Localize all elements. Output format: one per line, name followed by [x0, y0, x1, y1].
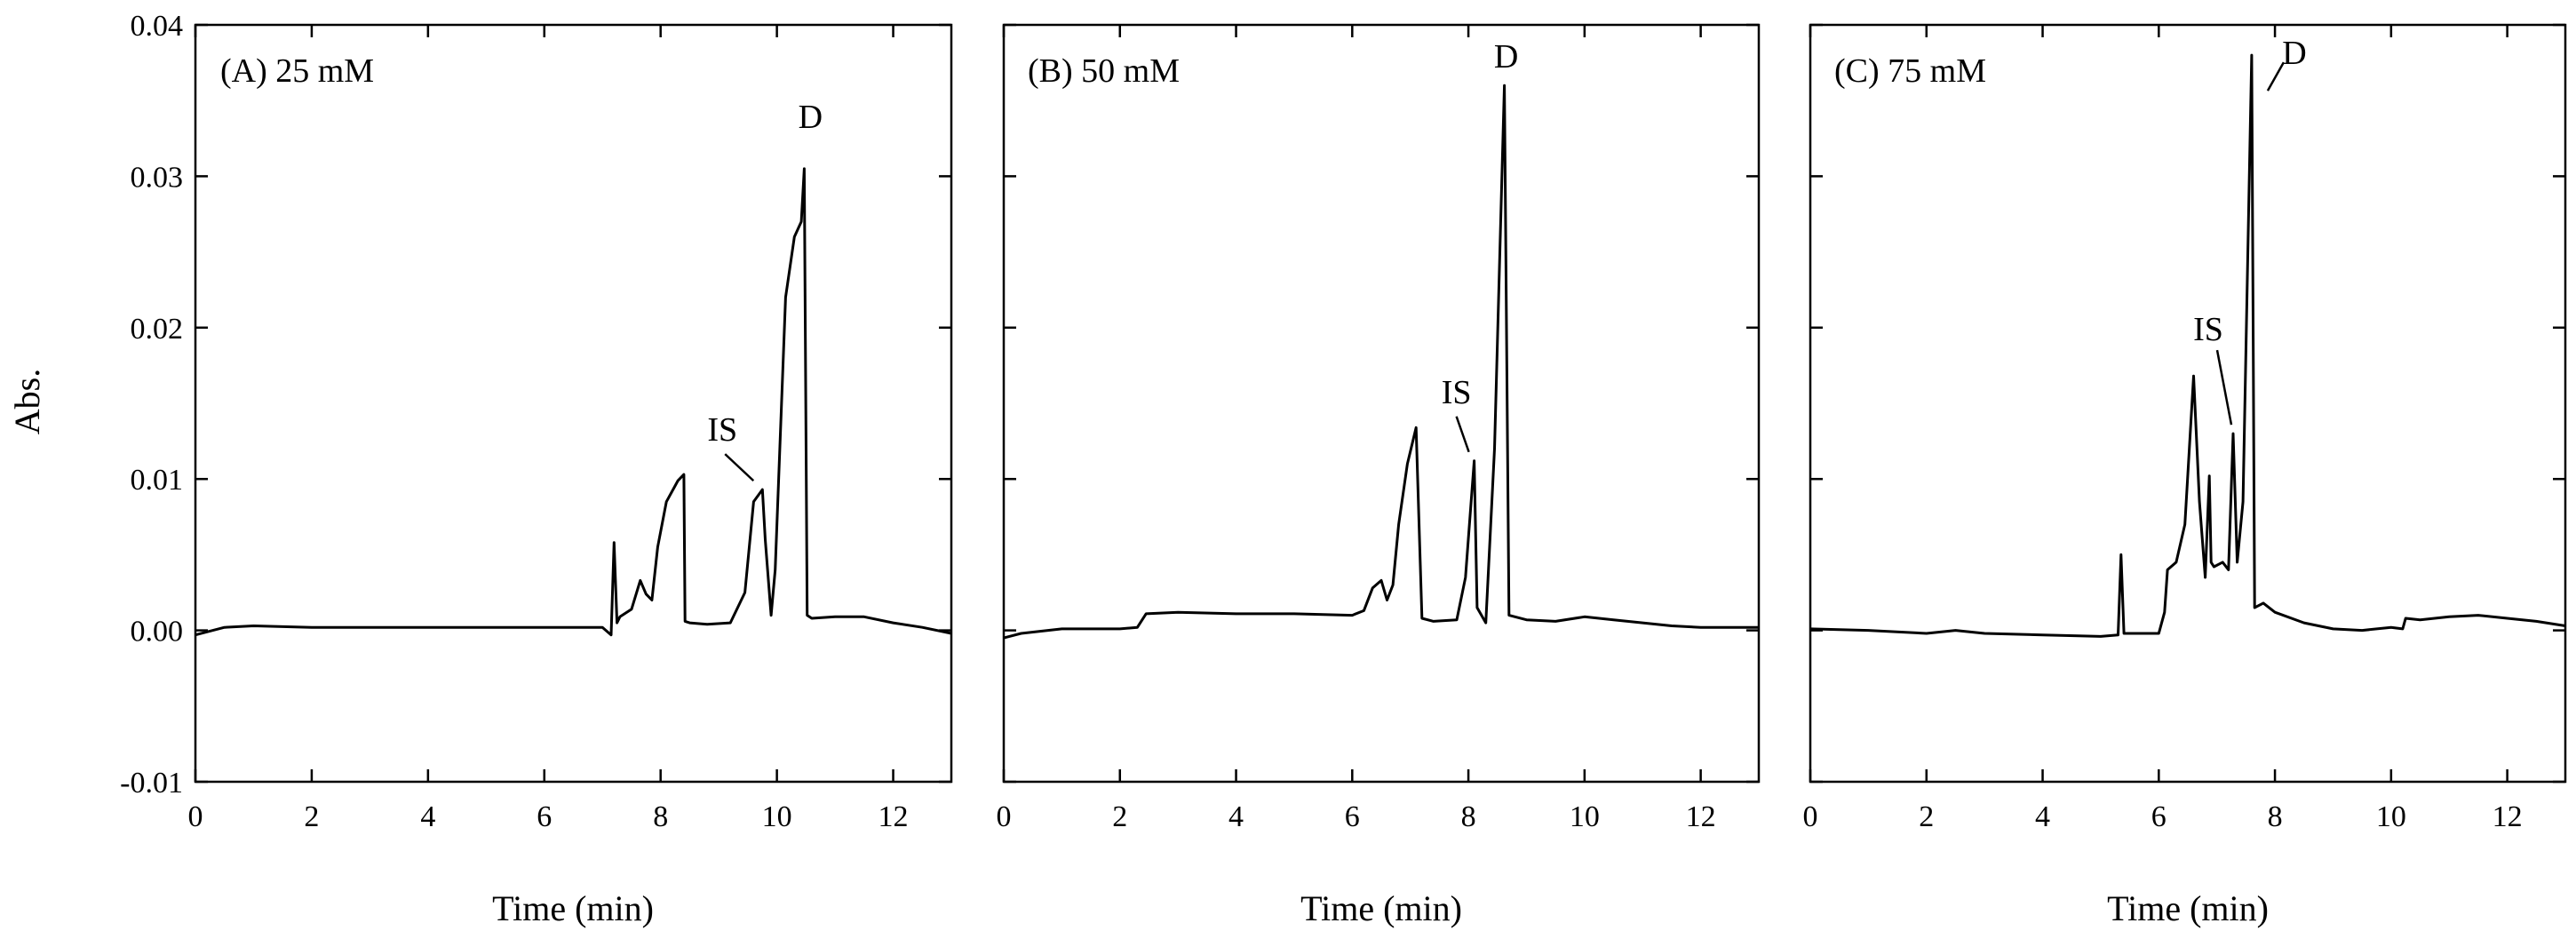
- peak-label-d: D: [799, 99, 823, 136]
- x-tick-label: 12: [1686, 800, 1716, 833]
- panel-a: (A) 25 mM Time (min) -0.01 0.00 0.01 0.02 0.…: [120, 10, 953, 928]
- x-tick-label: 2: [1919, 800, 1934, 833]
- y-tick-label: 0.01: [131, 464, 184, 497]
- x-tick-label: 0: [1803, 800, 1818, 833]
- peak-label-is: IS: [2193, 311, 2223, 348]
- x-tick-label: 2: [1112, 800, 1127, 833]
- panel-label: (B) 50 mM: [1028, 52, 1180, 90]
- peak-label-d: D: [1494, 38, 1518, 76]
- chromatogram-trace: [1003, 84, 1759, 640]
- x-tick-label: 6: [2151, 800, 2167, 833]
- peak-leader-line: [1455, 416, 1470, 453]
- peak-label-is: IS: [1442, 374, 1472, 411]
- y-tick-label: -0.01: [120, 767, 183, 800]
- panel-c: (C) 75 mM Time (min) 0 2 4 6 8 10 12 IS D: [1803, 23, 2567, 928]
- x-tick-label: 10: [2376, 800, 2406, 833]
- x-tick-label: 0: [997, 800, 1012, 833]
- x-tick-label: 4: [2035, 800, 2050, 833]
- y-axis-title: Abs.: [7, 369, 47, 434]
- x-tick-label: 8: [2268, 800, 2283, 833]
- x-tick-label: 12: [2493, 800, 2523, 833]
- panel-b: (B) 50 mM Time (min) 0 2 4 6 8 10 12 IS D: [997, 23, 1761, 928]
- x-tick-label: 8: [1461, 800, 1476, 833]
- panel-label: (A) 25 mM: [220, 52, 374, 90]
- chromatogram-trace: [195, 167, 952, 637]
- x-axis-title: Time (min): [492, 888, 654, 928]
- x-tick-label: 0: [188, 800, 203, 833]
- x-tick-label: 8: [653, 800, 668, 833]
- plot-frame: [1809, 23, 2567, 784]
- x-tick-label: 4: [420, 800, 435, 833]
- x-tick-label: 4: [1228, 800, 1244, 833]
- peak-leader-line: [2215, 349, 2233, 426]
- y-tick-label: 0.00: [131, 616, 184, 649]
- peak-label-d: D: [2282, 35, 2306, 72]
- x-tick-label: 12: [879, 800, 909, 833]
- x-tick-label: 2: [304, 800, 319, 833]
- panel-label: (C) 75 mM: [1834, 52, 1986, 90]
- plot-frame: [194, 23, 953, 784]
- x-axis-title: Time (min): [2107, 888, 2269, 928]
- x-tick-label: 10: [762, 800, 792, 833]
- x-tick-label: 10: [1570, 800, 1600, 833]
- peak-leader-line: [2266, 61, 2286, 92]
- y-tick-label: 0.04: [131, 10, 184, 43]
- y-tick-label: 0.02: [131, 313, 184, 346]
- x-axis-title: Time (min): [1300, 888, 1462, 928]
- peak-label-is: IS: [707, 411, 737, 449]
- chromatogram-trace: [1809, 53, 2566, 638]
- plot-frame: [1002, 23, 1761, 784]
- y-tick-label: 0.03: [131, 161, 184, 194]
- peak-leader-line: [724, 453, 755, 482]
- x-tick-label: 6: [1345, 800, 1360, 833]
- x-tick-label: 6: [537, 800, 552, 833]
